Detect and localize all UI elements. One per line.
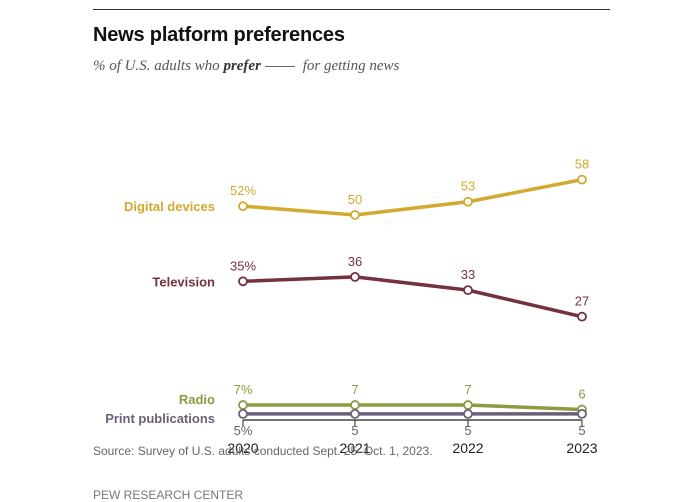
chart-subtitle: % of U.S. adults who prefer for getting … <box>93 58 399 75</box>
data-point-print-publications-2020 <box>238 408 248 419</box>
subtitle-blank <box>264 66 295 67</box>
chart-title: News platform preferences <box>93 24 345 46</box>
data-point-print-publications-2022 <box>463 408 473 419</box>
data-point-print-publications-2023 <box>577 408 587 419</box>
legend-label-digital-devices: Digital devices <box>124 199 215 214</box>
legend-label-radio: Radio <box>179 392 215 407</box>
data-label-digital-devices-2023: 58 <box>575 157 589 172</box>
data-label-radio-2023: 6 <box>578 386 585 401</box>
data-label-print-publications-2021: 5 <box>351 423 358 438</box>
data-label-television-2020: 35% <box>230 258 256 273</box>
data-point-television-2020 <box>238 276 248 287</box>
x-tick-label-2023: 2023 <box>566 440 597 456</box>
data-label-print-publications-2022: 5 <box>464 423 471 438</box>
data-label-digital-devices-2020: 52% <box>230 183 256 198</box>
data-label-print-publications-2020: 5% <box>234 423 253 438</box>
series-line-digital-devices <box>241 177 584 217</box>
data-label-radio-2022: 7 <box>464 382 471 397</box>
data-label-television-2023: 27 <box>575 294 589 309</box>
x-tick-label-2022: 2022 <box>452 440 483 456</box>
x-tick-label-2021: 2021 <box>339 440 370 456</box>
data-label-print-publications-2023: 5 <box>578 423 585 438</box>
data-label-radio-2020: 7% <box>234 382 253 397</box>
data-point-digital-devices-2020 <box>238 201 248 212</box>
legend-label-print-publications: Print publications <box>105 411 215 426</box>
data-point-television-2023 <box>577 311 587 322</box>
source-note: Source: Survey of U.S. adults conducted … <box>93 444 433 458</box>
data-label-television-2021: 36 <box>348 254 362 269</box>
data-label-digital-devices-2022: 53 <box>461 179 475 194</box>
data-point-digital-devices-2021 <box>350 210 360 220</box>
subtitle-text-after: for getting news <box>298 58 400 74</box>
legend-label-television: Television <box>152 274 215 289</box>
subtitle-text-before: % of U.S. adults who <box>93 58 224 74</box>
top-rule <box>93 9 610 10</box>
data-point-radio-2020 <box>238 400 248 410</box>
data-point-radio-2021 <box>350 400 360 410</box>
data-label-television-2022: 33 <box>461 267 475 282</box>
x-tick-label-2020: 2020 <box>227 440 258 456</box>
data-point-television-2021 <box>350 271 360 282</box>
data-point-print-publications-2021 <box>350 408 360 419</box>
series-line-television <box>241 275 584 319</box>
series-line-radio <box>241 403 584 412</box>
data-point-digital-devices-2023 <box>577 174 587 185</box>
data-point-radio-2022 <box>463 400 473 410</box>
subtitle-emphasis: prefer <box>223 58 261 74</box>
footer-fragment: PEW RESEARCH CENTER <box>93 488 244 502</box>
data-point-digital-devices-2022 <box>463 196 473 207</box>
data-point-television-2022 <box>463 285 473 296</box>
data-label-digital-devices-2021: 50 <box>348 192 362 207</box>
data-label-radio-2021: 7 <box>351 382 358 397</box>
